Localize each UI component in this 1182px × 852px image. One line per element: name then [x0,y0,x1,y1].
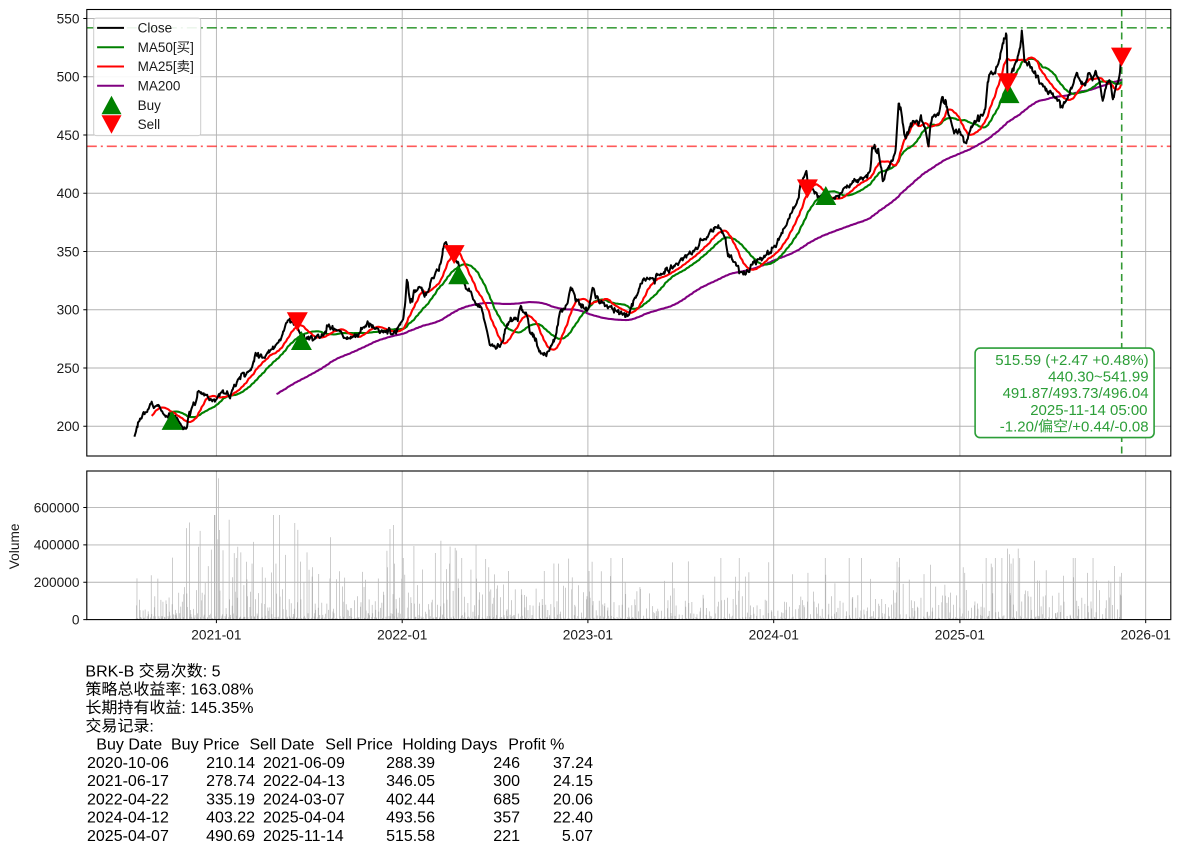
svg-text:Volume: Volume [7,524,22,570]
svg-text:: 145.35%: : 145.35% [181,700,253,717]
svg-text:335.19: 335.19 [206,791,255,808]
svg-text:24.15: 24.15 [553,773,593,790]
svg-text:Sell: Sell [138,117,161,132]
svg-text:493.56: 493.56 [386,810,435,827]
svg-text:Sell Price: Sell Price [325,737,393,754]
svg-text::: : [149,718,153,735]
svg-text:491.87/493.73/496.04: 491.87/493.73/496.04 [1003,385,1149,402]
svg-text:200: 200 [57,419,80,434]
svg-text:22.40: 22.40 [553,810,593,827]
svg-text:2025-04-07: 2025-04-07 [87,828,169,845]
svg-text:685: 685 [493,791,520,808]
svg-text:2021-06-17: 2021-06-17 [87,773,169,790]
svg-text:2023-01: 2023-01 [563,628,613,643]
svg-text:288.39: 288.39 [386,755,435,772]
svg-text:: 163.08%: : 163.08% [181,682,253,699]
svg-text:221: 221 [493,828,520,845]
svg-text:/+0.44/-0.08: /+0.44/-0.08 [1068,418,1148,435]
svg-text:2022-01: 2022-01 [377,628,427,643]
svg-text:MA200: MA200 [138,79,181,94]
svg-text:Close: Close [138,21,173,36]
svg-text:515.59 (+2.47 +0.48%): 515.59 (+2.47 +0.48%) [995,352,1148,369]
svg-text:400: 400 [57,186,80,201]
svg-text:210.14: 210.14 [206,755,255,772]
svg-text:2024-03-07: 2024-03-07 [263,791,345,808]
svg-text:2021-01: 2021-01 [191,628,241,643]
svg-text:2021-06-09: 2021-06-09 [263,755,345,772]
svg-text:Holding Days: Holding Days [402,737,497,754]
svg-text:200000: 200000 [34,575,80,590]
svg-text:278.74: 278.74 [206,773,255,790]
svg-text:2025-11-14: 2025-11-14 [263,828,344,845]
svg-text:-1.20/: -1.20/ [1000,418,1039,435]
svg-text:2022-04-22: 2022-04-22 [87,791,169,808]
svg-text:20.06: 20.06 [553,791,593,808]
svg-text:440.30~541.99: 440.30~541.99 [1048,369,1149,386]
svg-text:]: ] [190,40,194,55]
svg-text:5.07: 5.07 [562,828,593,845]
svg-text:: 5: : 5 [203,663,221,680]
svg-text:357: 357 [493,810,520,827]
svg-text:MA25[: MA25[ [138,59,177,74]
svg-text:Buy: Buy [138,98,162,113]
svg-text:2020-10-06: 2020-10-06 [87,755,169,772]
svg-text:]: ] [190,59,194,74]
svg-text:2026-01: 2026-01 [1121,628,1171,643]
svg-text:MA50[: MA50[ [138,40,177,55]
svg-text:Sell Date: Sell Date [250,737,315,754]
svg-text:403.22: 403.22 [206,810,255,827]
svg-text:BRK-B: BRK-B [85,663,134,680]
svg-text:250: 250 [57,361,80,376]
svg-text:400000: 400000 [34,538,80,553]
svg-text:0: 0 [72,612,80,627]
svg-text:450: 450 [57,128,80,143]
svg-text:350: 350 [57,244,80,259]
svg-text:2024-04-12: 2024-04-12 [87,810,169,827]
svg-text:402.44: 402.44 [386,791,435,808]
svg-text:2022-04-13: 2022-04-13 [263,773,345,790]
svg-text:500: 500 [57,70,80,85]
svg-text:Buy Price: Buy Price [171,737,240,754]
svg-text:37.24: 37.24 [553,755,593,772]
svg-text:2024-01: 2024-01 [749,628,799,643]
svg-text:515.58: 515.58 [386,828,435,845]
svg-text:Buy Date: Buy Date [96,737,162,754]
svg-text:Profit %: Profit % [508,737,564,754]
svg-text:300: 300 [57,303,80,318]
svg-text:300: 300 [493,773,520,790]
svg-text:246: 246 [493,755,520,772]
svg-text:2025-11-14 05:00: 2025-11-14 05:00 [1030,402,1147,419]
svg-text:2025-04-04: 2025-04-04 [263,810,345,827]
svg-text:600000: 600000 [34,500,80,515]
svg-text:490.69: 490.69 [206,828,255,845]
svg-text:550: 550 [57,11,80,26]
svg-text:346.05: 346.05 [386,773,435,790]
svg-text:2025-01: 2025-01 [935,628,985,643]
